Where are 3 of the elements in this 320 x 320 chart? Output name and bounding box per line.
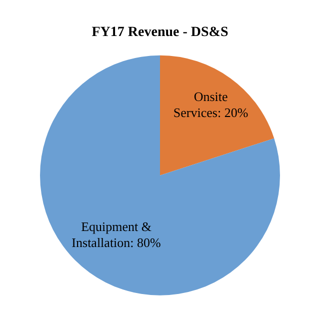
chart-title: FY17 Revenue - DS&S	[92, 25, 228, 40]
slice-label: Onsite Services: 20%	[173, 88, 248, 120]
slice-label: Equipment & Installation: 80%	[72, 219, 162, 250]
